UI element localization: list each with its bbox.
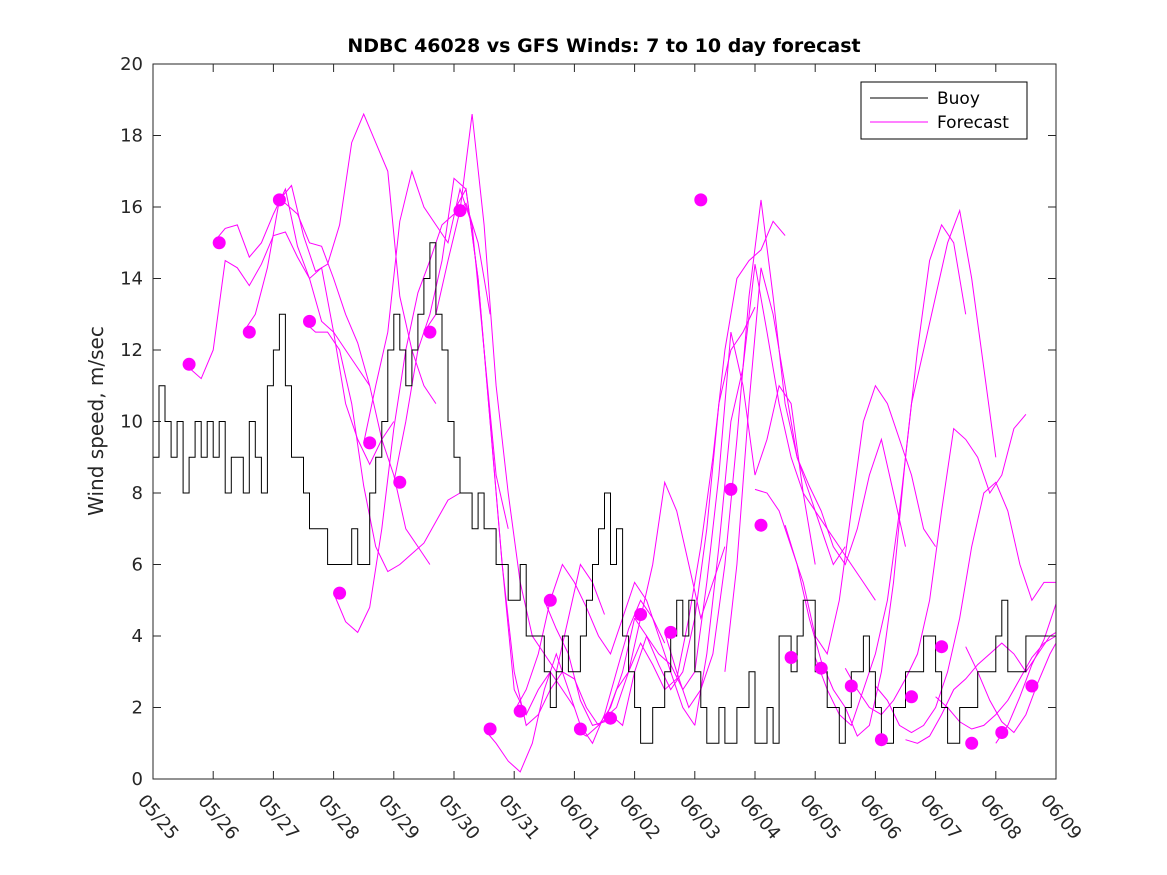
chart-title: NDBC 46028 vs GFS Winds: 7 to 10 day for… (347, 35, 860, 57)
x-tick-label: 05/31 (494, 791, 543, 844)
forecast-marker-20 (754, 518, 768, 532)
forecast-marker-15 (604, 711, 617, 725)
forecast-marker-6 (333, 586, 347, 600)
forecast-marker-28 (995, 726, 1009, 739)
y-tick-label: 14 (120, 269, 143, 290)
forecast-line-16 (634, 331, 816, 691)
forecast-marker-26 (935, 640, 949, 654)
y-tick-label: 10 (120, 412, 143, 433)
forecast-line-19 (724, 267, 906, 672)
forecast-line-5 (303, 321, 461, 573)
y-tick-label: 4 (132, 626, 143, 647)
forecast-marker-4 (272, 193, 286, 207)
forecast-marker-3 (242, 325, 256, 339)
y-tick-label: 6 (132, 555, 143, 576)
forecast-marker-10 (453, 204, 467, 218)
forecast-marker-18 (694, 193, 708, 207)
forecast-marker-19 (724, 482, 738, 496)
forecast-line-12 (513, 563, 696, 726)
forecast-line-22 (814, 208, 997, 727)
forecast-marker-16 (634, 608, 648, 621)
y-tick-label: 0 (132, 769, 143, 790)
forecast-marker-12 (513, 704, 527, 718)
forecast-marker-27 (965, 736, 979, 750)
forecast-line-3 (242, 112, 437, 404)
forecast-marker-5 (303, 314, 316, 328)
y-tick-label: 12 (120, 340, 143, 361)
y-tick-label: 16 (120, 197, 143, 218)
forecast-line-9 (423, 113, 605, 674)
forecast-line-11 (483, 599, 666, 773)
x-tick-label: 06/06 (856, 791, 905, 844)
forecast-marker-14 (573, 722, 587, 736)
y-tick-label: 18 (120, 126, 143, 147)
buoy-line (153, 242, 1056, 744)
plot-area (153, 112, 1057, 773)
forecast-marker-22 (814, 661, 828, 675)
forecast-line-23 (844, 413, 1027, 716)
x-tick-label: 05/28 (314, 791, 363, 844)
forecast-marker-2 (212, 236, 226, 250)
y-tick-label: 20 (120, 54, 143, 75)
forecast-line-28 (995, 603, 1057, 744)
legend-box (860, 81, 1028, 140)
forecast-line-15 (604, 220, 786, 719)
forecast-marker-21 (784, 651, 798, 664)
forecast-marker-24 (874, 733, 888, 747)
x-tick-label: 05/30 (434, 791, 483, 844)
forecast-marker-23 (844, 679, 858, 693)
x-tick-label: 05/29 (374, 791, 423, 844)
y-tick-label: 2 (132, 698, 143, 719)
y-axis-label: Wind speed, m/sec (84, 326, 108, 516)
forecast-marker-7 (363, 436, 377, 450)
forecast-marker-11 (483, 722, 497, 736)
forecast-marker-1 (182, 357, 196, 371)
forecast-marker-17 (664, 625, 678, 639)
forecast-line-26 (935, 635, 1057, 730)
forecast-line-6 (333, 202, 491, 634)
x-tick-label: 06/05 (795, 791, 844, 844)
x-tick-label: 06/04 (735, 791, 784, 844)
forecast-marker-25 (905, 690, 918, 704)
forecast-line-2 (212, 187, 395, 466)
forecast-marker-13 (543, 593, 557, 607)
forecast-line-21 (784, 223, 967, 737)
x-tick-label: 06/03 (675, 791, 724, 844)
forecast-line-13 (543, 480, 726, 727)
x-tick-label: 05/27 (254, 791, 303, 844)
forecast-marker-8 (393, 475, 407, 489)
x-tick-label: 05/25 (133, 791, 182, 844)
forecast-line-27 (965, 642, 1057, 734)
y-tick-label: 8 (132, 483, 143, 504)
x-tick-label: 06/07 (916, 791, 965, 844)
x-tick-label: 06/09 (1036, 791, 1085, 844)
forecast-marker-9 (423, 325, 437, 339)
y-axis: 0 2 4 6 8 10 12 14 16 18 20 (120, 54, 1056, 790)
legend-label-forecast: Forecast (937, 113, 1009, 133)
forecast-line-24 (875, 481, 1056, 734)
x-axis: 05/25 05/26 05/27 05/28 05/29 05/30 05/31 06/01… (133, 64, 1086, 844)
forecast-line-8 (393, 177, 575, 716)
x-tick-label: 06/08 (976, 791, 1025, 844)
x-tick-label: 06/01 (555, 791, 604, 844)
legend: Buoy Forecast (860, 81, 1028, 140)
forecast-line-7 (363, 169, 509, 529)
legend-label-buoy: Buoy (937, 89, 980, 109)
x-tick-label: 06/02 (615, 791, 664, 844)
x-tick-label: 05/26 (193, 791, 242, 844)
forecast-line-1 (188, 231, 371, 386)
forecast-line-4 (273, 199, 431, 565)
forecast-marker-29 (1025, 679, 1039, 693)
